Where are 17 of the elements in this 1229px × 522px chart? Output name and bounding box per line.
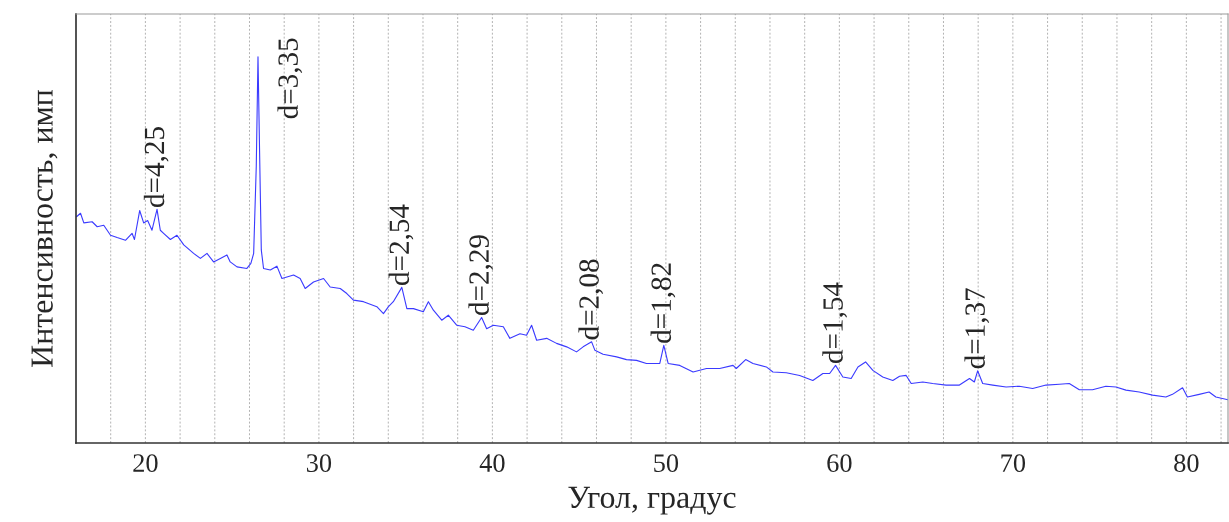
annotation: d=2,29 bbox=[468, 235, 494, 316]
annotation: d=1,54 bbox=[822, 282, 848, 363]
x-tick-label: 50 bbox=[654, 454, 679, 472]
annotation: d=2,08 bbox=[578, 259, 604, 340]
x-tick-label: 70 bbox=[1001, 454, 1026, 472]
annotation: d=2,54 bbox=[388, 204, 414, 285]
annotation: d=1,82 bbox=[650, 263, 676, 343]
x-tick-label: 40 bbox=[479, 454, 505, 472]
annotation: d=4,25 bbox=[143, 127, 169, 207]
annotation: d=3,35 bbox=[277, 38, 303, 119]
y-axis-title: Интенсивность, имп bbox=[31, 89, 58, 367]
annotation: d=1,37 bbox=[964, 288, 990, 369]
x-tick-label: 20 bbox=[133, 454, 158, 472]
x-tick-label: 60 bbox=[827, 454, 852, 472]
x-axis-title: Угол, градус bbox=[568, 486, 736, 515]
x-tick-label: 30 bbox=[306, 454, 332, 472]
x-tick-label: 80 bbox=[1174, 454, 1199, 472]
